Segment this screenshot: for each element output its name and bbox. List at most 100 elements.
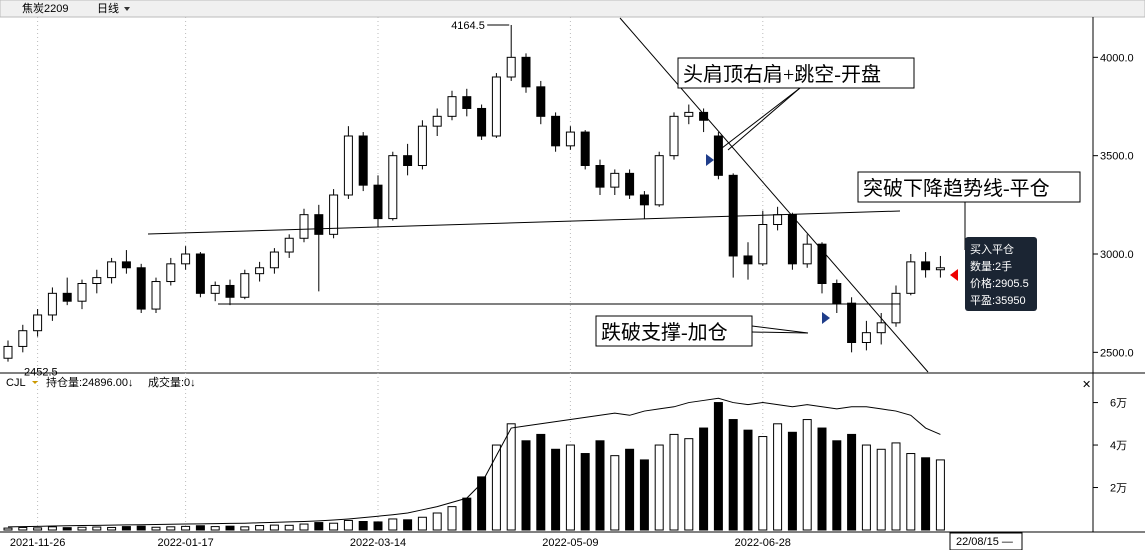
candle-body bbox=[832, 283, 842, 304]
volume-bar bbox=[580, 453, 590, 531]
volume-bar bbox=[728, 419, 738, 531]
volume-bar bbox=[536, 433, 546, 531]
volume-bar bbox=[181, 525, 191, 531]
candle-body bbox=[891, 292, 901, 324]
candle-body bbox=[773, 214, 783, 226]
candle-body bbox=[255, 267, 265, 275]
volume-bar bbox=[107, 526, 117, 531]
y-tick-label: 3000.0 bbox=[1100, 249, 1134, 261]
close-button[interactable]: ✕ bbox=[1082, 379, 1091, 391]
open-interest-line bbox=[7, 397, 941, 528]
volume-bar bbox=[639, 459, 649, 531]
volume-bar bbox=[906, 453, 916, 531]
volume-bar bbox=[47, 526, 57, 531]
candle-body bbox=[565, 131, 575, 147]
date-cursor bbox=[949, 532, 1023, 550]
candle-body bbox=[373, 184, 383, 220]
trade-info: 买入平仓 bbox=[970, 242, 1014, 256]
volume-bar bbox=[403, 519, 413, 531]
volume-bar bbox=[269, 524, 279, 531]
candle-body bbox=[47, 292, 57, 316]
candle-body bbox=[136, 267, 146, 310]
candle-body bbox=[551, 115, 561, 147]
candle-body bbox=[935, 267, 945, 271]
volume-bar bbox=[921, 457, 931, 531]
candle-body bbox=[758, 224, 768, 265]
y2-tick-label: 4万 bbox=[1110, 440, 1127, 452]
dropdown-arrow bbox=[124, 7, 130, 11]
candle-body bbox=[432, 115, 442, 127]
candle-body bbox=[713, 135, 723, 176]
volume-bar bbox=[491, 444, 501, 531]
open-interest-readout: 持仓量:24896.00↓ bbox=[46, 375, 133, 389]
volume-bar bbox=[876, 448, 886, 531]
annotation-box bbox=[595, 315, 753, 347]
y-tick-label: 4000.0 bbox=[1100, 52, 1134, 64]
symbol[interactable]: 焦炭2209 bbox=[22, 2, 68, 15]
period[interactable]: 日线 bbox=[97, 1, 119, 15]
low-label: 2452.5 bbox=[24, 367, 58, 379]
volume-bar bbox=[329, 522, 339, 531]
volume-bar bbox=[773, 423, 783, 531]
annotation: 头肩顶右肩+跳空-开盘 bbox=[683, 63, 881, 86]
volume-bar bbox=[240, 526, 250, 531]
candle-body bbox=[906, 261, 916, 294]
y-tick-label: 3500.0 bbox=[1100, 151, 1134, 163]
candle-body bbox=[210, 284, 220, 294]
candle-body bbox=[269, 251, 279, 269]
volume-bar bbox=[77, 526, 87, 531]
candle-body bbox=[447, 96, 457, 117]
volume-bar bbox=[802, 419, 812, 531]
volume-bar bbox=[861, 444, 871, 531]
sell-marker bbox=[822, 312, 830, 324]
candle-body bbox=[299, 214, 309, 239]
candle-body bbox=[876, 322, 886, 334]
x-tick-label: 2022-05-09 bbox=[542, 537, 598, 549]
trade-info: 数量:2手 bbox=[970, 259, 1012, 273]
volume-bar bbox=[669, 433, 679, 531]
volume-bar bbox=[713, 402, 723, 531]
trade-box bbox=[965, 237, 1037, 311]
volume-bar bbox=[432, 512, 442, 531]
neckline bbox=[147, 210, 901, 235]
candle-body bbox=[802, 243, 812, 265]
candle-body bbox=[240, 273, 250, 298]
candle-body bbox=[403, 155, 413, 167]
x-tick-label: 2022-03-14 bbox=[350, 537, 406, 549]
volume-bar bbox=[343, 519, 353, 531]
candle-body bbox=[491, 76, 501, 137]
candle-body bbox=[654, 155, 664, 206]
y-tick-label: 2500.0 bbox=[1100, 347, 1134, 359]
y2-tick-label: 2万 bbox=[1110, 483, 1127, 495]
candle-body bbox=[477, 107, 487, 137]
candle-body bbox=[314, 214, 324, 235]
volume-bar bbox=[521, 440, 531, 531]
downtrend-line bbox=[619, 17, 929, 373]
volume-bar bbox=[595, 440, 605, 531]
volume-bar bbox=[684, 438, 694, 531]
candle-body bbox=[506, 56, 516, 78]
candle-body bbox=[358, 135, 368, 186]
volume-bar bbox=[817, 427, 827, 531]
x-tick-label: 2021-11-26 bbox=[10, 537, 65, 549]
volume-bar bbox=[447, 506, 457, 531]
candle-body bbox=[580, 131, 590, 166]
candle-body bbox=[33, 314, 43, 332]
volume-bar bbox=[787, 431, 797, 531]
volume-bar bbox=[314, 522, 324, 531]
sell-marker bbox=[706, 154, 714, 166]
candle-body bbox=[166, 263, 176, 283]
candle-body bbox=[787, 214, 797, 265]
candle-body bbox=[343, 135, 353, 196]
candle-body bbox=[329, 194, 339, 235]
volume-bar bbox=[699, 427, 709, 531]
volume-bar bbox=[373, 521, 383, 531]
candle-body bbox=[62, 292, 72, 302]
candle-body bbox=[107, 261, 117, 279]
volume-bar bbox=[935, 459, 945, 531]
volume-bar bbox=[121, 526, 131, 531]
annotation: 突破下降趋势线-平仓 bbox=[863, 177, 1050, 200]
volume-bar bbox=[166, 526, 176, 531]
candle-body bbox=[521, 56, 531, 88]
volume-bar bbox=[3, 527, 13, 531]
